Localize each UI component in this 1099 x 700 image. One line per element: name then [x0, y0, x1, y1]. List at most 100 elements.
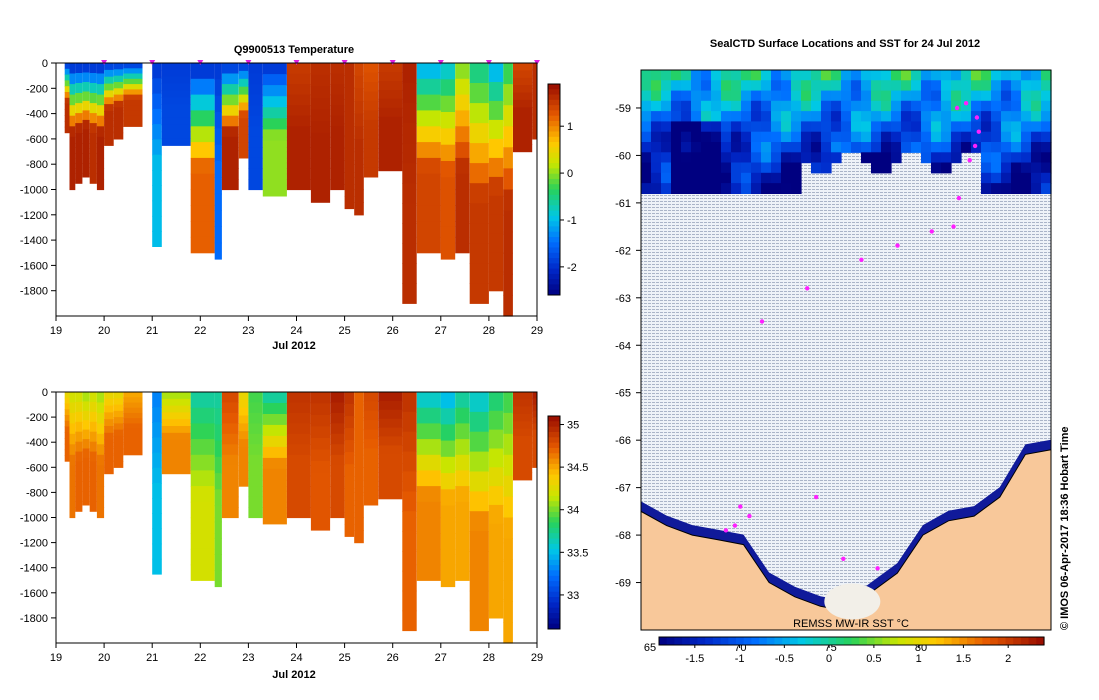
profile-cell — [455, 157, 470, 175]
sst-cell — [1001, 152, 1012, 164]
sst-cell — [791, 111, 802, 122]
profile-28 — [469, 63, 489, 304]
profile-cell — [402, 392, 417, 413]
profile-cell — [286, 465, 311, 477]
profile-cell — [330, 147, 345, 159]
profile-cell — [455, 94, 470, 111]
sst-cell — [891, 90, 902, 102]
colorbar-cell — [548, 447, 560, 454]
colorbar-cell — [890, 637, 899, 645]
profile-cell — [310, 109, 331, 122]
profile-cell — [440, 440, 456, 458]
sst-cell — [711, 183, 722, 194]
profile-cell — [262, 414, 287, 426]
profile-cell — [310, 155, 331, 168]
profile-cell — [89, 163, 97, 174]
profile-cell — [64, 126, 70, 134]
profile-cell — [96, 84, 105, 96]
temperature-title: Q9900513 Temperature — [234, 44, 354, 56]
sst-cell — [711, 172, 722, 184]
profile-cell — [455, 221, 470, 238]
sst-cell — [691, 162, 702, 174]
sst-cell — [921, 142, 932, 153]
sst-cell — [661, 100, 672, 112]
colorbar-cell — [548, 289, 560, 296]
sst-cell — [741, 111, 752, 122]
profile-31 — [513, 63, 533, 153]
profile-cell — [416, 173, 441, 191]
profile-cell — [354, 202, 364, 216]
y-tick-label: -800 — [26, 159, 48, 171]
profile-cell — [64, 63, 70, 70]
sst-cell — [691, 183, 702, 194]
sst-cell — [1011, 172, 1022, 184]
profile-cell — [286, 84, 311, 96]
y-tick-label: -600 — [26, 134, 48, 146]
profile-cell — [214, 408, 222, 425]
profile-cell — [96, 126, 105, 138]
profile-cell — [248, 392, 263, 404]
sst-cell — [651, 70, 662, 81]
sst-cell — [1001, 80, 1012, 92]
profile-cell — [104, 83, 114, 92]
profile-cell — [69, 465, 76, 477]
profile-cell — [75, 471, 83, 482]
sst-cell — [651, 100, 662, 112]
profile-cell — [286, 94, 311, 106]
profile-4 — [89, 63, 97, 184]
seal-location — [738, 504, 743, 509]
profile-cell — [330, 465, 345, 477]
profile-cell — [286, 147, 311, 159]
sst-cell — [971, 70, 982, 81]
profile-cell — [416, 94, 441, 111]
colorbar-cell — [548, 453, 560, 460]
profile-cell — [221, 444, 239, 456]
colorbar-cell — [1005, 637, 1014, 645]
colorbar-tick-label: 0 — [567, 168, 573, 180]
sst-cell — [731, 70, 742, 81]
sst-cell — [711, 80, 722, 92]
profile-17 — [286, 63, 311, 191]
colorbar-tick-label: 34 — [567, 505, 579, 517]
profile-cell — [344, 63, 355, 76]
y-tick-label: -1800 — [20, 286, 48, 298]
profile-cell — [503, 517, 513, 539]
profile-cell — [330, 402, 345, 414]
profile-cell — [104, 398, 114, 407]
colorbar-cell — [843, 637, 853, 645]
profile-cell — [310, 403, 331, 416]
sst-cell — [671, 172, 682, 184]
colorbar-cell — [997, 637, 1007, 645]
sst-cell — [961, 142, 972, 153]
sst-cell — [941, 111, 952, 122]
x-tick-label: 29 — [531, 325, 543, 337]
sst-cell — [641, 172, 652, 184]
profile-cell — [469, 551, 489, 572]
sst-cell — [1041, 172, 1052, 184]
profile-cell — [363, 91, 379, 102]
profile-cell — [440, 456, 456, 474]
sst-cell — [961, 70, 972, 81]
sst-cell — [931, 152, 942, 164]
profile-cell — [286, 105, 311, 117]
profile-cell — [416, 157, 441, 175]
profile-cell — [75, 113, 83, 124]
colorbar-cell — [548, 157, 560, 164]
profile-cell — [190, 564, 215, 581]
sst-cell — [751, 111, 762, 122]
profile-cell — [469, 471, 489, 492]
sst-cell — [711, 152, 722, 164]
sst-cell — [781, 90, 792, 102]
profile-cell — [488, 410, 504, 431]
colorbar-cell — [548, 458, 560, 465]
sst-cell — [831, 152, 842, 164]
profile-cell — [262, 403, 287, 415]
sst-cell — [771, 183, 782, 194]
profile-cell — [532, 63, 537, 70]
profile-cell — [310, 507, 331, 520]
profile-cell — [152, 108, 162, 125]
profile-cell — [82, 486, 90, 497]
profile-cell — [286, 63, 311, 75]
profile-cell — [123, 433, 143, 440]
profile-cell — [89, 501, 97, 512]
